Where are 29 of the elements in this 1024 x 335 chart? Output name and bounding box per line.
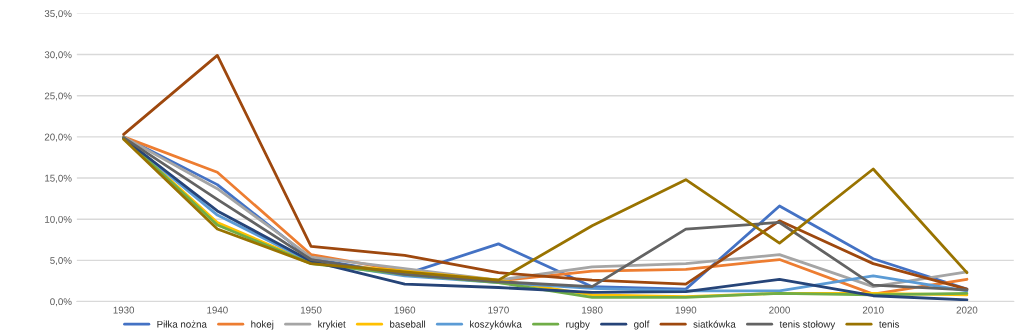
x-tick-label: 2000 <box>769 306 790 314</box>
x-tick-label: 1950 <box>300 306 322 314</box>
legend-label: golf <box>634 320 650 330</box>
x-tick-label: 1970 <box>488 306 509 314</box>
legend-label: hokej <box>251 320 274 330</box>
y-tick-label: 20,0% <box>44 133 72 142</box>
y-tick-label: 5,0% <box>50 257 72 266</box>
y-tick-label: 25,0% <box>44 92 72 101</box>
line-series <box>122 53 969 291</box>
x-tick-label: 1990 <box>675 306 697 314</box>
y-tick-label: 10,0% <box>45 215 72 224</box>
x-tick-label: 1960 <box>394 306 416 314</box>
y-tick-label: 0,0% <box>50 298 72 307</box>
legend-label: Piłka nożna <box>157 320 207 328</box>
legend-label: baseball <box>390 320 426 328</box>
x-tick-label: 1930 <box>113 306 135 314</box>
legend-label: tenis <box>879 320 900 328</box>
x-tick-label: 2020 <box>956 306 978 314</box>
x-tick-label: 1940 <box>207 306 228 314</box>
y-tick-label: 30,0% <box>44 51 72 60</box>
legend-label: rugby <box>566 320 590 330</box>
legend-label: krykiet <box>318 320 346 330</box>
y-tick-label: 15,0% <box>45 174 72 183</box>
y-tick-label: 35,0% <box>44 10 72 19</box>
legend-label: tenis stołowy <box>779 320 836 330</box>
x-tick-label: 2010 <box>862 306 884 314</box>
legend-label: siatkówka <box>693 320 736 328</box>
x-tick-label: 1980 <box>582 306 603 314</box>
legend-label: koszykówka <box>470 320 522 330</box>
